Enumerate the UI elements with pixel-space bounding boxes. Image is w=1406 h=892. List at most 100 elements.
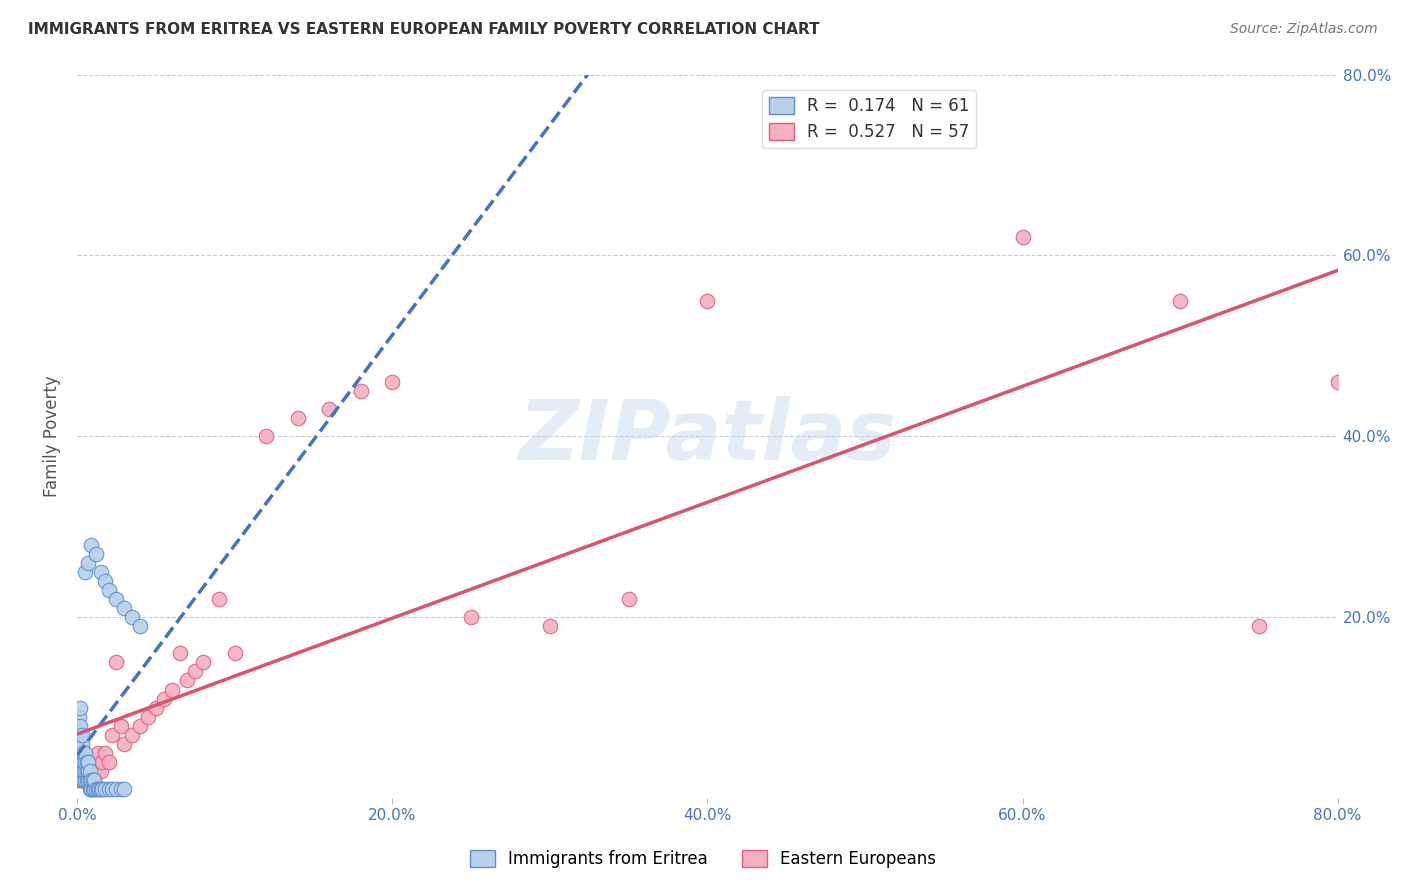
Legend: R =  0.174   N = 61, R =  0.527   N = 57: R = 0.174 N = 61, R = 0.527 N = 57 [762,90,976,148]
Point [90,782,112,797]
Text: Source: ZipAtlas.com: Source: ZipAtlas.com [1230,22,1378,37]
Point [77,764,100,778]
Point [91,782,114,797]
Point [67,746,90,760]
Point [84,782,107,797]
Point [160,682,183,697]
Point [73,764,96,778]
Point [97,782,120,797]
Point [287,411,309,425]
Point [70,728,93,742]
Point [696,293,718,308]
Point [91,755,114,769]
Point [105,592,128,607]
Point [84,755,107,769]
Point [460,610,482,624]
Point [69,737,91,751]
Point [69,719,91,733]
Point [69,772,91,787]
Point [82,782,104,797]
Point [77,772,100,787]
Point [110,719,132,733]
Point [70,737,93,751]
Point [152,691,174,706]
Point [67,719,90,733]
Point [112,782,135,797]
Point [80,772,103,787]
Point [77,764,100,778]
Point [69,728,91,742]
Point [72,755,94,769]
Text: ZIPatlas: ZIPatlas [519,396,896,477]
Point [84,547,107,561]
Point [73,565,96,579]
Point [129,719,152,733]
Point [105,782,128,797]
Point [80,782,103,797]
Point [145,700,167,714]
Point [67,728,90,742]
Point [73,764,96,778]
Point [105,656,128,670]
Point [83,782,105,797]
Point [184,665,207,679]
Point [110,782,132,797]
Point [254,429,277,443]
Point [86,746,108,760]
Point [69,755,91,769]
Point [73,772,96,787]
Point [72,746,94,760]
Point [67,772,90,787]
Point [76,764,98,778]
Point [67,737,90,751]
Point [72,755,94,769]
Point [617,592,640,607]
Point [121,728,143,742]
Text: IMMIGRANTS FROM ERITREA VS EASTERN EUROPEAN FAMILY POVERTY CORRELATION CHART: IMMIGRANTS FROM ERITREA VS EASTERN EUROP… [28,22,820,37]
Point [77,755,100,769]
Point [82,772,104,787]
Point [318,402,340,417]
Point [76,755,98,769]
Point [73,746,96,760]
Point [224,646,246,660]
Point [77,772,100,787]
Point [70,746,93,760]
Point [76,764,98,778]
Point [1326,375,1348,389]
Point [1011,230,1033,244]
Point [100,782,122,797]
Point [538,619,561,633]
Point [69,764,91,778]
Point [94,574,117,588]
Point [86,782,108,797]
Point [100,728,122,742]
Point [79,772,101,787]
Point [67,755,90,769]
Legend: Immigrants from Eritrea, Eastern Europeans: Immigrants from Eritrea, Eastern Europea… [464,843,942,875]
Point [97,582,120,597]
Point [79,764,101,778]
Point [80,538,103,552]
Point [79,782,101,797]
Point [72,764,94,778]
Point [350,384,373,398]
Point [121,610,143,624]
Point [69,755,91,769]
Point [90,764,112,778]
Point [73,772,96,787]
Point [70,772,93,787]
Point [69,746,91,760]
Point [97,755,120,769]
Point [70,746,93,760]
Point [72,772,94,787]
Point [208,592,231,607]
Point [90,565,112,579]
Point [79,772,101,787]
Point [1247,619,1270,633]
Point [112,601,135,615]
Point [89,782,111,797]
Point [73,755,96,769]
Point [77,556,100,570]
Point [80,772,103,787]
